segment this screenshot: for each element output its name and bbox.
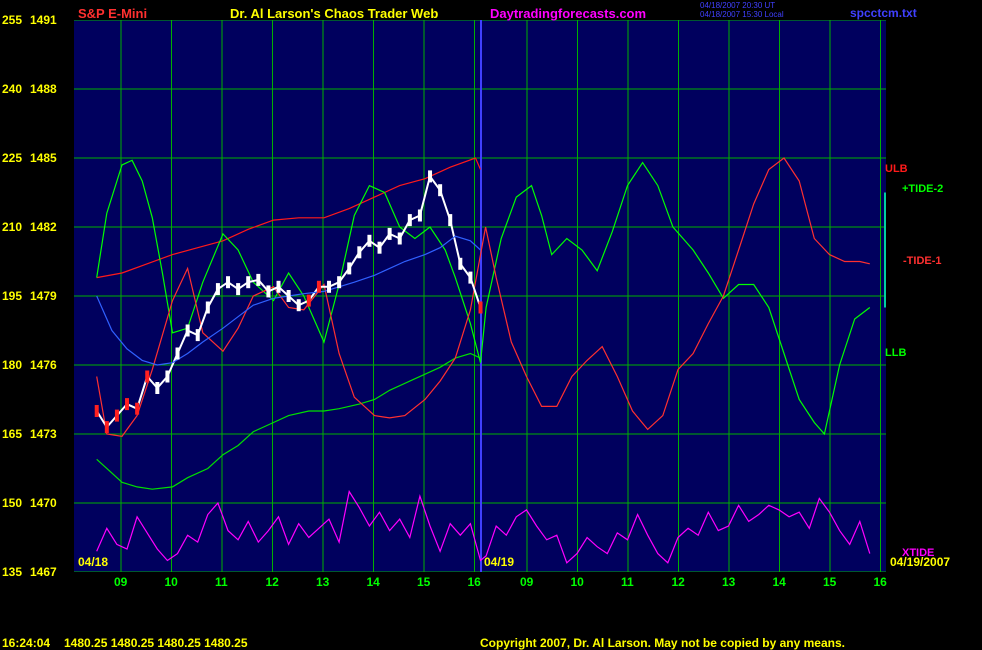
- footer-quotes: 1480.25 1480.25 1480.25 1480.25: [64, 636, 248, 650]
- y-axis-price-label: 1476: [30, 358, 57, 372]
- header-file: spcctcm.txt: [850, 6, 917, 20]
- price-bar: [438, 184, 443, 197]
- series-label--tide-1: -TIDE-1: [903, 254, 942, 267]
- price-bar: [155, 382, 160, 394]
- price-bar: [175, 347, 180, 360]
- price-bar: [377, 241, 382, 254]
- y-axis-index-label: 255: [2, 13, 23, 27]
- y-axis-index-label: 165: [2, 427, 23, 441]
- price-bar: [468, 271, 473, 284]
- price-bar: [246, 276, 251, 289]
- x-axis-hour-label: 13: [316, 575, 330, 589]
- price-bar: [165, 370, 170, 383]
- price-bar: [135, 402, 140, 415]
- date-label-start: 04/18: [78, 555, 109, 569]
- x-axis-hour-label: 12: [671, 575, 685, 589]
- series-llb: [96, 352, 481, 490]
- footer-copyright: Copyright 2007, Dr. Al Larson. May not b…: [480, 636, 845, 650]
- x-axis-hour-label: 16: [467, 575, 481, 589]
- y-axis-index-label: 180: [2, 358, 23, 372]
- x-axis-hour-label: 12: [265, 575, 279, 589]
- price-bar: [407, 214, 412, 227]
- price-bar: [387, 227, 392, 240]
- y-axis-price-label: 1485: [30, 151, 57, 165]
- series--tide-1: [96, 157, 870, 437]
- y-axis-price-label: 1491: [30, 13, 57, 27]
- series-label-xtide: XTIDE: [902, 546, 935, 559]
- price-bar: [306, 294, 311, 307]
- price-bar: [357, 246, 362, 259]
- price-bar: [114, 409, 119, 422]
- series-label--tide-2: +TIDE-2: [902, 183, 944, 196]
- x-axis-hour-label: 15: [823, 575, 837, 589]
- series-ulb: [96, 157, 482, 279]
- chart-svg: [74, 20, 886, 572]
- price-bar: [195, 329, 200, 342]
- series-label-ulb: ULB: [885, 162, 908, 175]
- x-axis-hour-label: 14: [772, 575, 786, 589]
- y-axis-index-label: 150: [2, 496, 23, 510]
- price-bar: [215, 283, 220, 296]
- x-axis-hour-label: 10: [570, 575, 584, 589]
- x-axis-hour-label: 16: [873, 575, 887, 589]
- date-label-end: 04/19/2007: [890, 555, 951, 569]
- x-axis-hour-label: 14: [366, 575, 380, 589]
- y-axis-price-label: 1470: [30, 496, 57, 510]
- x-axis-hour-label: 13: [722, 575, 736, 589]
- price-bar: [316, 280, 321, 293]
- header-site[interactable]: Daytradingforecasts.com: [490, 6, 647, 21]
- price-bar: [205, 301, 210, 314]
- price-bar: [367, 234, 372, 247]
- header-timestamp-utc: 04/18/2007 20:30 UT: [700, 1, 776, 10]
- price-bar: [266, 285, 271, 298]
- x-axis-hour-label: 11: [215, 575, 228, 589]
- price-bar: [428, 170, 433, 183]
- price-bar: [276, 280, 281, 293]
- price-bar: [94, 405, 99, 417]
- price-bar: [286, 290, 291, 302]
- y-axis-index-label: 135: [2, 565, 23, 579]
- y-axis-price-label: 1488: [30, 82, 57, 96]
- price-bar: [296, 299, 301, 312]
- price-bar: [256, 273, 261, 286]
- y-axis-index-label: 195: [2, 289, 23, 303]
- price-bar: [226, 276, 231, 289]
- date-label-mid: 04/19: [484, 555, 515, 569]
- footer-time: 16:24:04: [2, 636, 51, 650]
- price-bar: [104, 421, 109, 434]
- price-bar: [145, 370, 150, 383]
- price-bar: [327, 280, 332, 293]
- price-bar: [185, 324, 190, 337]
- x-axis-hour-label: 15: [417, 575, 431, 589]
- series--tide-2: [96, 159, 871, 436]
- price-bar: [458, 257, 463, 270]
- price-bar: [397, 232, 402, 245]
- y-axis-index-label: 225: [2, 151, 23, 165]
- y-axis-price-label: 1482: [30, 220, 57, 234]
- header-timestamp-local: 04/18/2007 15:30 Local: [700, 10, 784, 19]
- x-axis-hour-label: 09: [520, 575, 534, 589]
- y-axis-price-label: 1473: [30, 427, 57, 441]
- header-symbol: S&P E-Mini: [78, 6, 148, 21]
- price-bar: [337, 276, 342, 289]
- price-bar: [347, 262, 352, 275]
- series-label-llb: LLB: [885, 346, 907, 359]
- x-axis-hour-label: 09: [114, 575, 128, 589]
- price-bar: [448, 214, 453, 227]
- series-xtide: [96, 489, 871, 564]
- price-bar: [478, 301, 483, 314]
- header-title: Dr. Al Larson's Chaos Trader Web: [230, 6, 439, 21]
- y-axis-price-label: 1479: [30, 289, 57, 303]
- plot-area: [74, 20, 886, 572]
- y-axis-price-label: 1467: [30, 565, 57, 579]
- x-axis-hour-label: 11: [621, 575, 634, 589]
- x-axis-hour-label: 10: [164, 575, 178, 589]
- y-axis-index-label: 240: [2, 82, 23, 96]
- y-axis-index-label: 210: [2, 220, 23, 234]
- price-bar: [125, 398, 130, 411]
- price-bar: [417, 209, 422, 222]
- price-bar: [236, 283, 241, 296]
